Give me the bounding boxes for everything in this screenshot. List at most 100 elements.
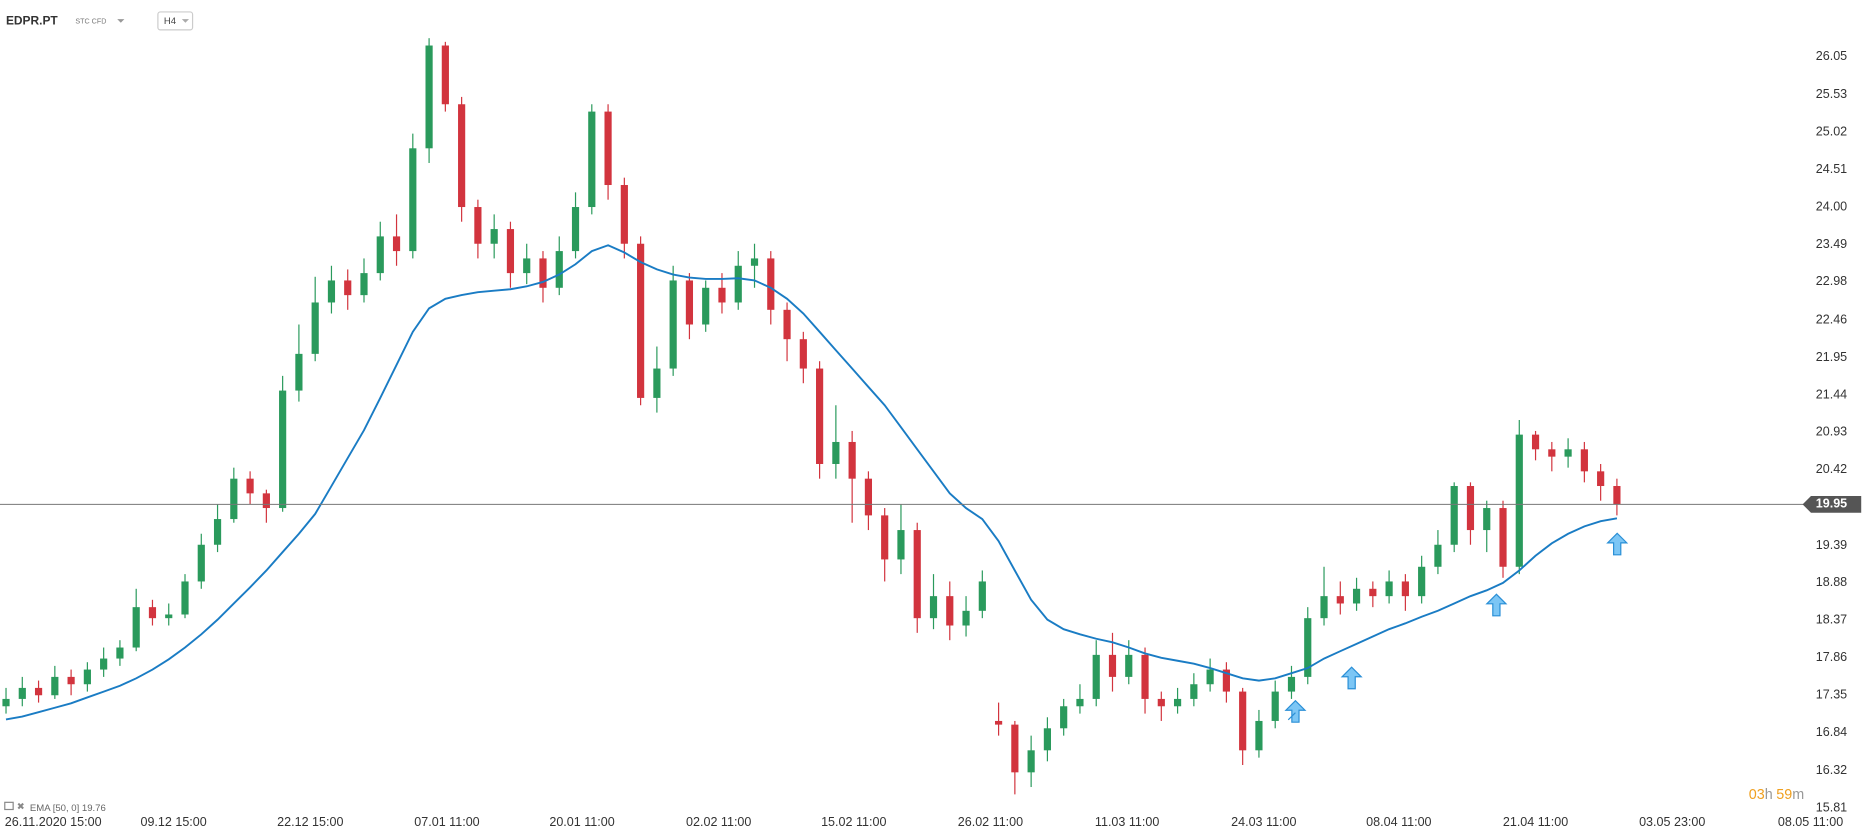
candle-body [864, 478, 873, 516]
candle-body [181, 581, 189, 615]
y-tick-label: 22.98 [1816, 274, 1847, 288]
candle-body [1320, 596, 1328, 619]
candle-body [311, 302, 319, 354]
countdown-minutes: 59 [1776, 787, 1792, 803]
candle-body [1369, 588, 1377, 597]
candle-body [978, 581, 986, 611]
candle-body [653, 368, 661, 398]
candle-body [897, 530, 905, 560]
candle-body [1190, 684, 1198, 699]
candle-body [799, 339, 807, 369]
candle-body [116, 647, 124, 659]
candle-body [946, 596, 954, 626]
last-price-box [1802, 496, 1862, 513]
y-tick-label: 19.39 [1816, 538, 1847, 552]
candle-body [1613, 486, 1621, 505]
x-tick-label: 22.12 15:00 [277, 815, 343, 829]
candle-body [441, 45, 449, 105]
x-tick-label: 08.05 11:00 [1778, 815, 1843, 829]
candle-body [523, 258, 531, 274]
candle-body [1466, 486, 1475, 531]
candle-body [1515, 434, 1523, 567]
candle-body [881, 515, 889, 560]
candle-body [1027, 750, 1035, 773]
candle-body [588, 111, 596, 208]
candle-body [1385, 581, 1393, 597]
ema-label: EMA [50, 0] 19.76 [30, 803, 106, 814]
candle-body [344, 280, 352, 296]
candle-body [1141, 654, 1149, 699]
candle-body [279, 390, 287, 509]
candle-body [750, 258, 759, 266]
candle-body [734, 265, 742, 303]
candle-body [571, 207, 580, 252]
candle-body [604, 111, 612, 186]
signal-arrow [1284, 699, 1307, 723]
timeframe-box[interactable] [157, 11, 194, 31]
candle-body [555, 251, 563, 288]
symbol: EDPR.PT [6, 14, 58, 28]
dropdown-icon[interactable] [117, 19, 125, 23]
candle-body [2, 698, 10, 707]
signal-arrow [1485, 593, 1508, 617]
candle-body [1434, 544, 1442, 567]
candle-body [1043, 728, 1051, 751]
y-tick-label: 25.02 [1816, 124, 1847, 138]
candle-body [213, 519, 222, 545]
candle-body [1108, 654, 1117, 677]
candle-body [1076, 698, 1084, 707]
candle-body [1450, 486, 1458, 545]
signal-arrow [1606, 532, 1629, 556]
y-tick-label: 24.51 [1816, 162, 1847, 176]
candle-body [34, 687, 43, 696]
candle-body [1580, 449, 1588, 472]
candle-body [767, 258, 775, 310]
candle-body [1401, 581, 1409, 597]
candle-body [197, 544, 205, 582]
dropdown-icon [181, 19, 189, 23]
candle-body [458, 104, 466, 208]
candle-body [1336, 596, 1344, 604]
signal-arrow [1340, 666, 1363, 690]
candle-body [392, 236, 401, 252]
x-tick-label: 07.01 11:00 [414, 815, 479, 829]
y-tick-label: 17.86 [1816, 650, 1847, 664]
candle-body [246, 478, 254, 494]
x-tick-label: 11.03 11:00 [1095, 815, 1159, 829]
candle-body [929, 596, 938, 619]
candle-body [1173, 698, 1182, 707]
y-tick-label: 17.35 [1816, 688, 1847, 702]
y-tick-label: 20.42 [1816, 462, 1847, 476]
candle-body [1418, 566, 1426, 597]
candle-body [702, 287, 710, 325]
x-tick-label: 03.05 23:00 [1639, 815, 1705, 829]
plot: 15.81 16.32 16.84 17.35 17.86 18.37 18.88 19.39… [0, 38, 1862, 829]
candle-body [132, 607, 140, 648]
y-tick-label: 26.05 [1816, 49, 1847, 63]
instrument-type: STC CFD [75, 17, 106, 25]
candle-body [148, 607, 157, 619]
candle-body [1271, 691, 1279, 721]
candle-body [230, 478, 238, 520]
candle-body [51, 676, 59, 696]
candle-body [848, 441, 856, 479]
candle-body [506, 229, 515, 274]
candle-body [18, 687, 26, 699]
candle-body [1304, 618, 1312, 677]
candle-body [262, 493, 270, 509]
candle-body [100, 658, 108, 670]
candle-body [718, 287, 726, 303]
candle-body [637, 243, 645, 398]
indicator-icon[interactable] [4, 801, 14, 811]
candle-body [376, 236, 384, 274]
candle-body [1060, 706, 1068, 729]
countdown-hours-unit: h [1765, 787, 1773, 803]
y-tick-label: 25.53 [1816, 87, 1847, 101]
candle-body [669, 280, 677, 369]
candle-body [1499, 508, 1507, 567]
candle-body [1239, 691, 1247, 751]
y-tick-label: 20.93 [1816, 425, 1847, 439]
close-icon[interactable]: ✖ [17, 802, 25, 813]
candle-body [1483, 508, 1491, 531]
